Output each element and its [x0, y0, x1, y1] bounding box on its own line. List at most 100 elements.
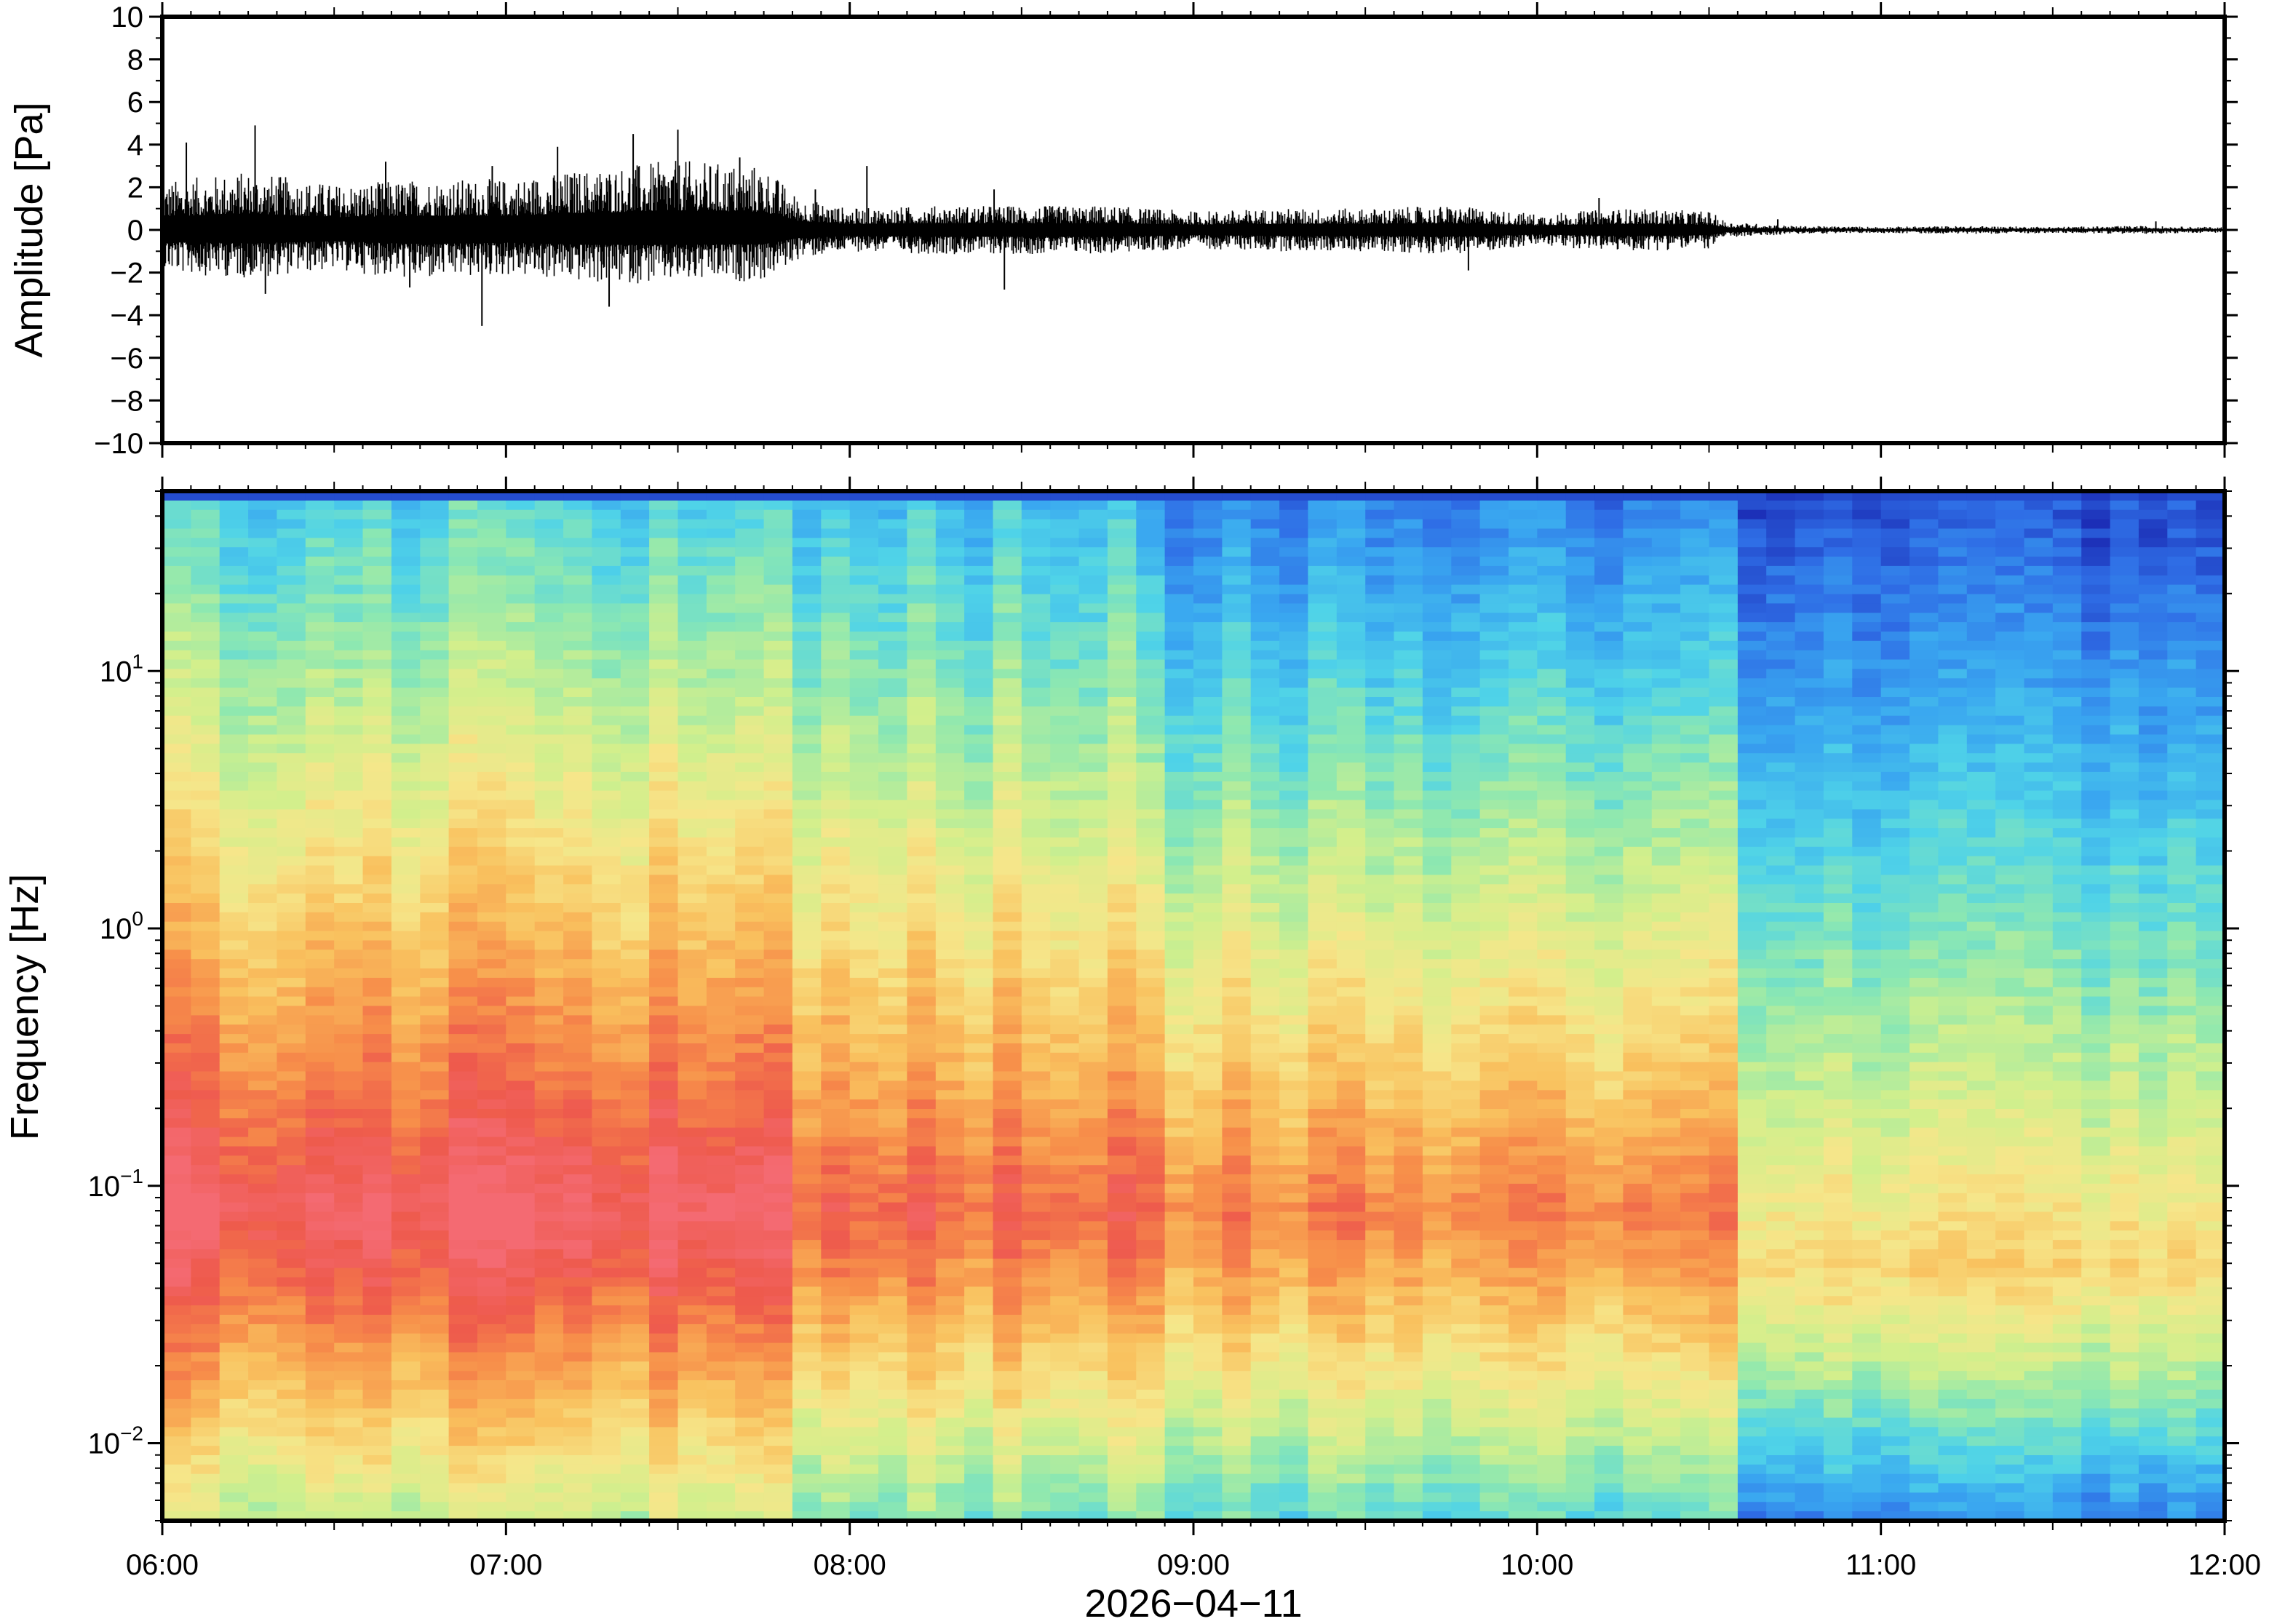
spectrogram-cell	[362, 575, 392, 586]
spectrogram-cell	[821, 977, 851, 988]
spectrogram-cell	[1021, 1342, 1051, 1353]
spectrogram-cell	[219, 1492, 249, 1502]
spectrogram-cell	[935, 1202, 965, 1213]
spectrogram-cell	[219, 500, 249, 511]
spectrogram-cell	[649, 1436, 679, 1446]
spectrogram-cell	[649, 1006, 679, 1016]
spectrogram-cell	[1279, 1183, 1309, 1194]
spectrogram-cell	[907, 1090, 937, 1100]
spectrogram-cell	[706, 856, 736, 867]
spectrogram-cell	[162, 1380, 191, 1390]
spectrogram-cell	[706, 1315, 736, 1325]
spectrogram-cell	[706, 809, 736, 819]
spectrogram-cell	[993, 1183, 1022, 1194]
spectrogram-cell	[1107, 1511, 1137, 1521]
spectrogram-cell	[592, 1483, 621, 1493]
spectrogram-cell	[334, 1221, 364, 1231]
spectrogram-cell	[391, 875, 421, 885]
spectrogram-cell	[1365, 1267, 1395, 1278]
spectrogram-cell	[907, 1080, 937, 1091]
spectrogram-cell	[935, 584, 965, 595]
spectrogram-cell	[1136, 865, 1166, 875]
spectrogram-cell	[1107, 846, 1137, 857]
spectrogram-cell	[849, 921, 879, 932]
spectrogram-cell	[735, 1240, 765, 1250]
spectrogram-cell	[1308, 734, 1338, 744]
spectrogram-cell	[420, 912, 450, 923]
spectrogram-cell	[506, 950, 536, 960]
spectrogram-cell	[191, 1006, 220, 1016]
spectrogram-cell	[420, 771, 450, 782]
spectrogram-cell	[1279, 1408, 1309, 1419]
spectrogram-cell	[706, 1211, 736, 1222]
spectrogram-cell	[592, 1305, 621, 1315]
spectrogram-cell	[592, 931, 621, 942]
spectrogram-cell	[735, 715, 765, 726]
spectrogram-cell	[849, 1015, 879, 1025]
spectrogram-cell	[706, 1146, 736, 1156]
spectrogram-cell	[448, 1052, 478, 1063]
spectrogram-cell	[849, 725, 879, 736]
spectrogram-cell	[620, 846, 650, 857]
spectrogram-cell	[1107, 575, 1137, 586]
spectrogram-cell	[448, 1342, 478, 1353]
spectrogram-cell	[477, 1436, 506, 1446]
spectrogram-cell	[706, 763, 736, 773]
spectrogram-cell	[649, 1043, 679, 1054]
spectrogram-cell	[534, 1342, 564, 1353]
spectrogram-cell	[706, 1071, 736, 1081]
spectrogram-cell	[1136, 1146, 1166, 1156]
spectrogram-cell	[592, 565, 621, 576]
spectrogram-cell	[792, 575, 822, 586]
spectrogram-cell	[277, 715, 306, 726]
spectrogram-cell	[1279, 903, 1309, 913]
spectrogram-cell	[1365, 528, 1395, 538]
spectrogram-cell	[821, 1455, 851, 1465]
spectrogram-cell	[1394, 828, 1423, 838]
spectrogram-cell	[964, 1436, 994, 1446]
spectrogram-cell	[334, 1427, 364, 1437]
spectrogram-cell	[1136, 959, 1166, 969]
spectrogram-cell	[620, 940, 650, 950]
spectrogram-cell	[219, 734, 249, 744]
spectrogram-cell	[677, 931, 707, 942]
spectrogram-cell	[305, 575, 335, 586]
spectrogram-cell	[563, 1230, 593, 1241]
spectrogram-cell	[1250, 875, 1280, 885]
spectrogram-cell	[1050, 977, 1080, 988]
spectrogram-cell	[1021, 613, 1051, 623]
spectrogram-cell	[763, 987, 793, 998]
spectrogram-cell	[964, 1043, 994, 1054]
spectrogram-cell	[1394, 622, 1423, 632]
spectrogram-cell	[448, 509, 478, 520]
spectrogram-cell	[1222, 547, 1252, 557]
spectrogram-cell	[219, 669, 249, 679]
spectrogram-cell	[592, 528, 621, 538]
spectrogram-cell	[706, 565, 736, 576]
spectrogram-cell	[935, 528, 965, 538]
spectrogram-cell	[993, 500, 1022, 511]
spectrogram-cell	[248, 1511, 278, 1521]
spectrogram-cell	[993, 1296, 1022, 1306]
spectrogram-cell	[334, 519, 364, 530]
spectrogram-cell	[448, 1483, 478, 1493]
spectrogram-cell	[907, 1492, 937, 1502]
spectrogram-cell	[1279, 940, 1309, 950]
spectrogram-cell	[219, 1221, 249, 1231]
spectrogram-cell	[448, 1071, 478, 1081]
spectrogram-cell	[1250, 1380, 1280, 1390]
spectrogram-cell	[935, 771, 965, 782]
spectrogram-cell	[821, 763, 851, 773]
spectrogram-cell	[620, 968, 650, 979]
spectrogram-cell	[477, 1333, 506, 1344]
spectrogram-cell	[534, 640, 564, 651]
spectrogram-cell	[821, 809, 851, 819]
spectrogram-cell	[792, 613, 822, 623]
spectrogram-cell	[1336, 1398, 1366, 1409]
spectrogram-cell	[935, 903, 965, 913]
spectrogram-cell	[1365, 1071, 1395, 1081]
spectrogram-cell	[1365, 1221, 1395, 1231]
waveform-trace	[162, 125, 2225, 326]
spectrogram-cell	[420, 584, 450, 595]
spectrogram-cell	[506, 1455, 536, 1465]
